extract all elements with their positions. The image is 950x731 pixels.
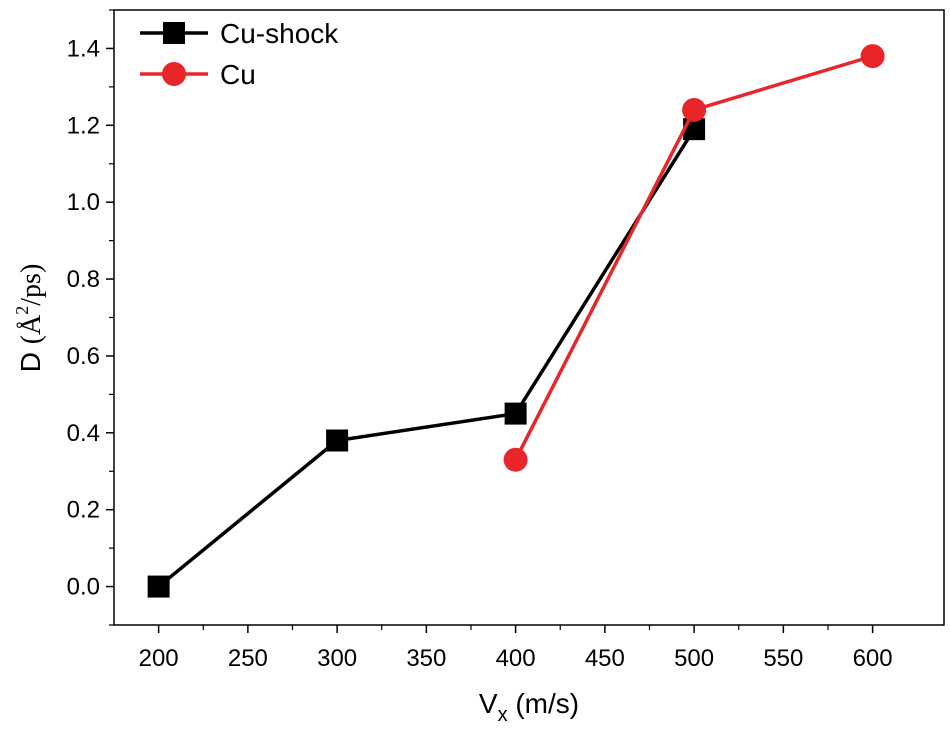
x-tick-label: 300: [317, 645, 357, 672]
y-tick-label: 1.4: [67, 35, 100, 62]
legend-label-cu: Cu: [220, 59, 256, 90]
data-point-cu: [682, 97, 707, 122]
x-axis-title-sub: x: [498, 704, 508, 726]
y-tick-label: 0.8: [67, 266, 100, 293]
series-line-cu-shock: [157, 128, 696, 588]
x-tick-label: 400: [496, 645, 536, 672]
y-tick-label: 0.4: [67, 420, 100, 447]
data-point-cu: [860, 44, 885, 69]
x-axis-title-main: V: [479, 688, 498, 719]
x-axis-title-unit: (m/s): [508, 688, 580, 719]
data-point-cu-shock: [326, 429, 349, 452]
y-axis-title-main: D: [15, 344, 46, 372]
y-tick-label: 0.2: [67, 497, 100, 524]
x-tick-label: 450: [585, 645, 625, 672]
x-axis-ticks: 200 250 300 350 400 450 500 550 600: [139, 625, 893, 672]
data-point-cu-shock: [504, 402, 527, 425]
y-tick-label: 0.0: [67, 574, 100, 601]
plot-frame: [113, 9, 945, 626]
y-tick-label: 1.2: [67, 112, 100, 139]
y-axis-title-sup: 2: [12, 306, 32, 315]
x-tick-label: 350: [406, 645, 446, 672]
x-axis-title: Vx (m/s): [479, 688, 579, 726]
y-tick-label: 1.0: [67, 189, 100, 216]
x-tick-label: 550: [763, 645, 803, 672]
data-point-cu: [503, 447, 528, 472]
x-tick-label: 600: [853, 645, 893, 672]
y-axis-title-unit-end: /ps): [16, 264, 47, 306]
y-tick-label: 0.6: [67, 343, 100, 370]
y-axis-ticks: 0.0 0.2 0.4 0.6 0.8 1.0 1.2 1.4: [67, 9, 114, 626]
x-tick-label: 500: [674, 645, 714, 672]
x-tick-label: 250: [228, 645, 268, 672]
y-axis-title: D (Å2/ps): [12, 264, 47, 373]
legend-label-cu-shock: Cu-shock: [220, 18, 339, 49]
data-point-cu-shock: [147, 575, 170, 598]
legend-marker-cu-shock: [163, 22, 185, 44]
y-axis-title-unit: (Å: [16, 314, 47, 344]
x-tick-label: 200: [139, 645, 179, 672]
legend: Cu-shock Cu: [140, 18, 339, 90]
series-layer: [147, 44, 885, 598]
legend-marker-cu: [162, 62, 186, 86]
